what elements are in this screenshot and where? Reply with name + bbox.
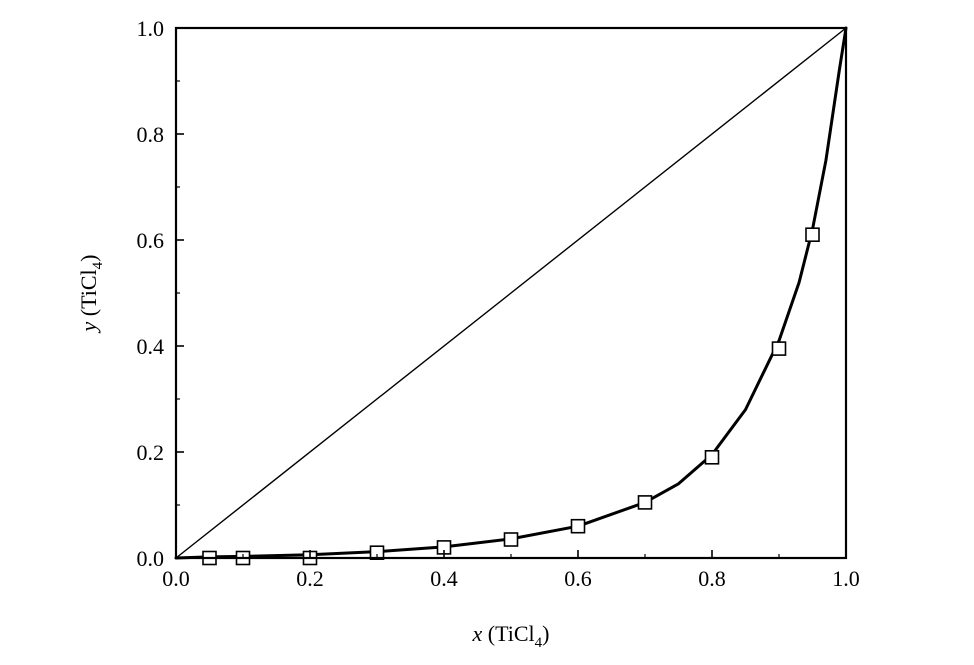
- plot-area: [174, 26, 848, 566]
- y-tick-label: 0.6: [137, 228, 165, 253]
- y-axis-subscript: 4: [90, 261, 106, 269]
- y-tick-label: 1.0: [137, 16, 165, 41]
- x-axis-subscript: 4: [535, 635, 543, 651]
- data-point-marker: [570, 518, 586, 534]
- x-tick-label: 0.8: [698, 566, 726, 591]
- y-axis-close: ): [76, 255, 101, 262]
- y-axis-var: y: [76, 322, 101, 334]
- data-point-marker: [805, 227, 820, 242]
- data-point-marker: [369, 545, 385, 561]
- x-tick-label: 0.4: [430, 566, 458, 591]
- y-tick-label: 0.4: [137, 334, 165, 359]
- x-tick-label: 0.0: [162, 566, 190, 591]
- y-tick-label: 0.0: [137, 546, 165, 571]
- data-point-marker: [503, 532, 519, 547]
- y-tick-label: 0.2: [137, 440, 165, 465]
- diagonal-reference-line: [175, 27, 847, 559]
- x-axis-title: x (TiCl4): [472, 621, 550, 651]
- y-axis-open: (: [76, 309, 101, 316]
- x-axis-close: ): [542, 621, 549, 646]
- data-point-marker: [771, 341, 787, 356]
- data-point-marker: [704, 449, 720, 465]
- y-axis-title: y (TiCl4): [76, 255, 106, 334]
- x-axis-open: (: [488, 621, 495, 646]
- fit-curve-line: [174, 26, 848, 560]
- x-axis-var: x: [472, 621, 483, 646]
- axes: 0.0 0.2 0.4 0.6 0.8 1.0 0.0 0.2 0.4 0.6 0.8 1.0: [137, 16, 860, 591]
- x-axis-species: TiCl: [495, 621, 535, 646]
- x-tick-label: 0.2: [296, 566, 324, 591]
- y-axis-species: TiCl: [76, 269, 101, 309]
- data-point-marker: [637, 495, 653, 510]
- y-tick-label: 0.8: [137, 122, 165, 147]
- x-tick-label: 0.6: [564, 566, 592, 591]
- x-tick-label: 1.0: [832, 566, 860, 591]
